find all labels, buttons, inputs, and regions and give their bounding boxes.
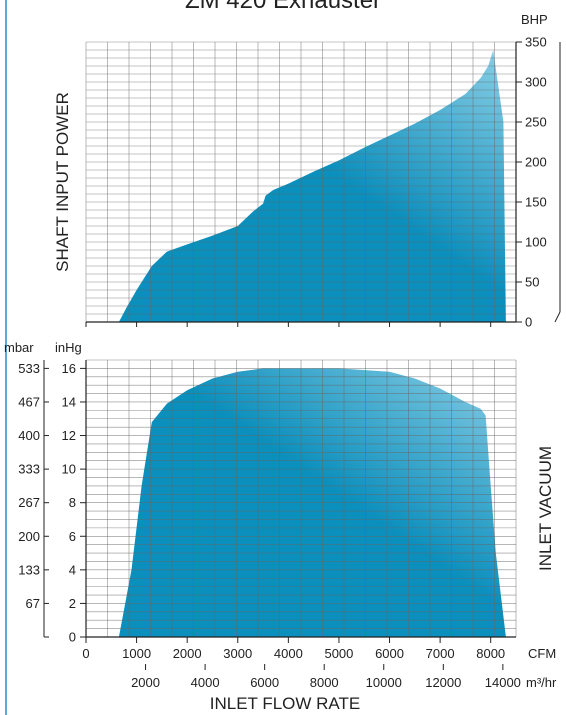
m3hr-tick-label: 6000	[250, 675, 279, 690]
cfm-unit-label: CFM	[528, 646, 556, 661]
power-y-tick-label: 350	[525, 35, 547, 50]
m3hr-tick-label: 4000	[191, 675, 220, 690]
vacuum-inhg-tick-label: 2	[69, 596, 76, 611]
vacuum-inhg-tick-label: 6	[69, 529, 76, 544]
vacuum-inhg-tick-label: 8	[69, 495, 76, 510]
x-axis-title: INLET FLOW RATE	[210, 694, 361, 713]
vacuum-mbar-tick-label: 67	[26, 596, 40, 611]
m3hr-tick-label: 12000	[425, 675, 461, 690]
cfm-tick-label: 0	[82, 646, 89, 661]
cfm-tick-label: 7000	[426, 646, 455, 661]
power-y-axis-title: SHAFT INPUT POWER	[53, 92, 72, 272]
chart-title: ZM 420 Exhauster	[185, 0, 381, 14]
vacuum-inhg-unit: inHg	[55, 340, 82, 355]
m3hr-unit-label: m³/hr	[526, 675, 557, 690]
cfm-tick-label: 1000	[122, 646, 151, 661]
m3hr-tick-label: 14000	[485, 675, 521, 690]
power-y-tick-label: 100	[525, 235, 547, 250]
power-y-tick-label: 200	[525, 155, 547, 170]
cfm-tick-label: 6000	[375, 646, 404, 661]
cfm-tick-label: 4000	[274, 646, 303, 661]
m3hr-tick-label: 2000	[131, 675, 160, 690]
vacuum-mbar-tick-label: 333	[18, 462, 40, 477]
left-border-rule	[5, 0, 7, 715]
m3hr-tick-label: 10000	[366, 675, 402, 690]
vacuum-mbar-tick-label: 467	[18, 394, 40, 409]
cfm-tick-label: 5000	[324, 646, 353, 661]
power-y-tick-label: 300	[525, 75, 547, 90]
vacuum-inhg-tick-label: 10	[62, 462, 76, 477]
vacuum-inhg-tick-label: 4	[69, 562, 76, 577]
power-unit-label: BHP	[521, 12, 548, 27]
vacuum-mbar-tick-label: 133	[18, 562, 40, 577]
cfm-tick-label: 8000	[476, 646, 505, 661]
vacuum-inhg-tick-label: 16	[62, 361, 76, 376]
vacuum-mbar-tick-label: 267	[18, 495, 40, 510]
cfm-tick-label: 2000	[173, 646, 202, 661]
power-y-tick-label: 0	[525, 315, 532, 330]
vacuum-grid	[85, 359, 517, 638]
vacuum-inhg-tick-label: 0	[69, 630, 76, 645]
power-y-tick-label: 50	[525, 275, 539, 290]
vacuum-mbar-tick-label: 200	[18, 529, 40, 544]
vacuum-inhg-tick-label: 12	[62, 428, 76, 443]
power-outer-bracket-foot	[554, 311, 561, 323]
m3hr-tick-label: 8000	[310, 675, 339, 690]
vacuum-mbar-tick-label: 533	[18, 361, 40, 376]
cfm-tick-label: 3000	[223, 646, 252, 661]
axes-group	[43, 41, 561, 670]
power-y-tick-label: 150	[525, 195, 547, 210]
vacuum-mbar-tick-label: 400	[18, 428, 40, 443]
vacuum-y-axis-title: INLET VACUUM	[536, 446, 555, 571]
vacuum-inhg-tick-label: 14	[62, 394, 76, 409]
power-y-tick-label: 250	[525, 115, 547, 130]
vacuum-mbar-unit: mbar	[4, 340, 34, 355]
power-grid	[85, 41, 517, 323]
